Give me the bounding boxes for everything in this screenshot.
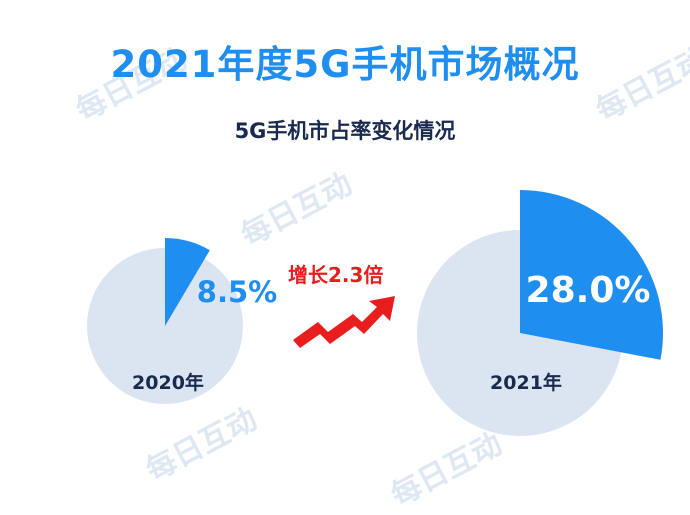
pie-slice-2020	[165, 238, 210, 326]
pie-charts: 8.5% 2020年 28.0% 2021年	[87, 190, 664, 436]
chart-subtitle: 5G手机市占率变化情况	[234, 119, 456, 143]
pie-value-label-2020: 8.5%	[197, 275, 277, 309]
pie-value-label-2021: 28.0%	[526, 270, 651, 311]
pie-slice-2021	[520, 190, 664, 360]
growth-arrow-icon	[293, 296, 395, 348]
pie-year-label-2021: 2021年	[490, 371, 562, 394]
page-title: 2021年度5G手机市场概况	[110, 43, 580, 86]
growth-label: 增长2.3倍	[288, 263, 384, 287]
pie-year-label-2020: 2020年	[132, 371, 204, 394]
